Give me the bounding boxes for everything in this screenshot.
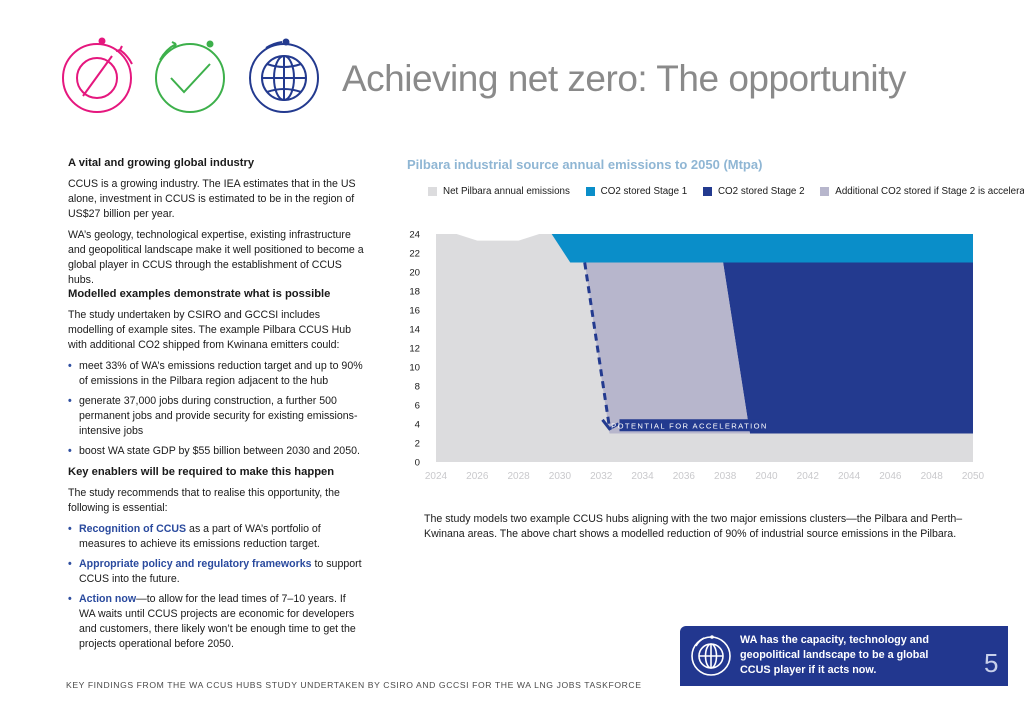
y-tick-label: 4 <box>415 420 421 431</box>
legend-swatch <box>702 187 712 196</box>
keyword: Recognition of CCUS <box>79 523 187 535</box>
paragraph: WA’s geology, technological expertise, e… <box>68 229 364 286</box>
x-tick-label: 2048 <box>921 471 944 482</box>
y-tick-label: 2 <box>415 439 420 450</box>
section-heading: Key enablers will be required to make th… <box>68 466 335 478</box>
plot-areas <box>436 234 973 462</box>
series-area-accelerated <box>584 262 750 434</box>
page-title: Achieving net zero: The opportunity <box>342 58 906 99</box>
list-item-text: —to allow for the lead times of 7–10 yea… <box>79 593 356 650</box>
x-tick-label: 2032 <box>590 471 613 482</box>
legend-item: Additional CO2 stored if Stage 2 is acce… <box>820 186 1024 197</box>
x-tick-label: 2026 <box>466 471 489 482</box>
section-key-enablers: Key enablers will be required to make th… <box>68 465 364 657</box>
x-tick-label: 2044 <box>838 471 861 482</box>
y-tick-label: 22 <box>409 249 420 260</box>
x-tick-label: 2038 <box>714 471 737 482</box>
chart-legend: Net Pilbara annual emissions CO2 stored … <box>428 186 1024 199</box>
x-tick-label: 2042 <box>797 471 820 482</box>
list-item: Recognition of CCUS as a part of WA’s po… <box>68 522 364 552</box>
keyword: Appropriate policy and regulatory framew… <box>79 558 312 570</box>
x-axis: 2024 2026 2028 2030 2032 2034 2036 2038 2040 2042… <box>425 471 985 482</box>
section-modelled-examples: Modelled examples demonstrate what is po… <box>68 287 364 464</box>
y-tick-label: 10 <box>409 363 420 374</box>
paragraph: The study recommends that to realise thi… <box>68 487 340 514</box>
legend-label: CO2 stored Stage 2 <box>717 186 805 197</box>
y-tick-label: 16 <box>409 306 420 317</box>
legend-label: Net Pilbara annual emissions <box>443 186 570 197</box>
globe-icon <box>691 635 731 676</box>
x-tick-label: 2030 <box>549 471 572 482</box>
legend-item: CO2 stored Stage 2 <box>702 186 805 197</box>
section-global-industry: A vital and growing global industry CCUS… <box>68 156 364 294</box>
list-item-text: to support CCUS into the future. <box>79 558 362 585</box>
list-item: meet 33% of WA’s emissions reduction tar… <box>68 359 364 389</box>
page-number: 5 <box>984 648 999 678</box>
callout-text: WA has the capacity, technology and geop… <box>740 634 929 676</box>
x-tick-label: 2050 <box>962 471 985 482</box>
list-item: Appropriate policy and regulatory framew… <box>68 557 364 587</box>
legend-label: Additional CO2 stored if Stage 2 is acce… <box>835 186 1024 197</box>
y-tick-label: 12 <box>409 344 420 355</box>
keyword: Action now <box>79 593 137 605</box>
header-icons <box>62 37 319 113</box>
y-tick-label: 0 <box>415 458 420 469</box>
x-tick-label: 2024 <box>425 471 448 482</box>
y-tick-label: 24 <box>409 230 420 241</box>
legend-label: CO2 stored Stage 1 <box>600 186 688 197</box>
annotation-label: POTENTIAL FOR ACCELERATION <box>611 421 768 430</box>
chart-title: Pilbara industrial source annual emissio… <box>407 157 763 172</box>
acceleration-arrowhead <box>601 418 620 431</box>
section-heading: Modelled examples demonstrate what is po… <box>68 288 331 300</box>
legend-swatch <box>585 187 595 196</box>
series-area-stage-2 <box>723 262 973 434</box>
x-tick-label: 2040 <box>755 471 778 482</box>
y-tick-label: 6 <box>415 401 420 412</box>
section-heading: A vital and growing global industry <box>68 157 255 169</box>
y-tick-label: 14 <box>409 325 420 336</box>
x-tick-label: 2034 <box>631 471 654 482</box>
y-tick-label: 8 <box>415 382 420 393</box>
plot-annotation: POTENTIAL FOR ACCELERATION <box>583 262 768 432</box>
list-item: boost WA state GDP by $55 billion betwee… <box>68 444 364 459</box>
list-item-text: as a part of WA’s portfolio of measures … <box>79 523 321 550</box>
footer-text: KEY FINDINGS FROM THE WA CCUS HUBS STUDY… <box>66 680 642 690</box>
bullet-list: Recognition of CCUS as a part of WA’s po… <box>68 522 364 652</box>
y-tick-label: 20 <box>409 268 420 279</box>
x-tick-label: 2028 <box>507 471 530 482</box>
globe-icon <box>249 38 319 113</box>
x-tick-label: 2046 <box>879 471 902 482</box>
paragraph: The study undertaken by CSIRO and GCCSI … <box>68 309 352 351</box>
legend-item: CO2 stored Stage 1 <box>585 186 688 197</box>
legend-swatch <box>428 187 437 196</box>
annotation-label-bg <box>619 419 760 432</box>
bullet-list: meet 33% of WA’s emissions reduction tar… <box>68 359 364 459</box>
list-item: Action now—to allow for the lead times o… <box>68 592 364 652</box>
callout-box <box>680 626 1008 686</box>
check-icon <box>155 40 225 113</box>
no-symbol-icon <box>62 37 133 113</box>
y-tick-label: 18 <box>409 287 420 298</box>
chart-caption: The study models two example CCUS hubs a… <box>424 513 963 540</box>
x-tick-label: 2036 <box>673 471 696 482</box>
legend-swatch <box>820 187 830 196</box>
acceleration-arrow-line <box>583 262 611 429</box>
list-item: generate 37,000 jobs during construction… <box>68 394 364 439</box>
legend-item: Net Pilbara annual emissions <box>428 186 570 197</box>
paragraph: CCUS is a growing industry. The IEA esti… <box>68 178 356 220</box>
emissions-chart: POTENTIAL FOR ACCELERATION 0246810121416… <box>409 230 985 483</box>
series-area-stage-1 <box>551 234 973 263</box>
